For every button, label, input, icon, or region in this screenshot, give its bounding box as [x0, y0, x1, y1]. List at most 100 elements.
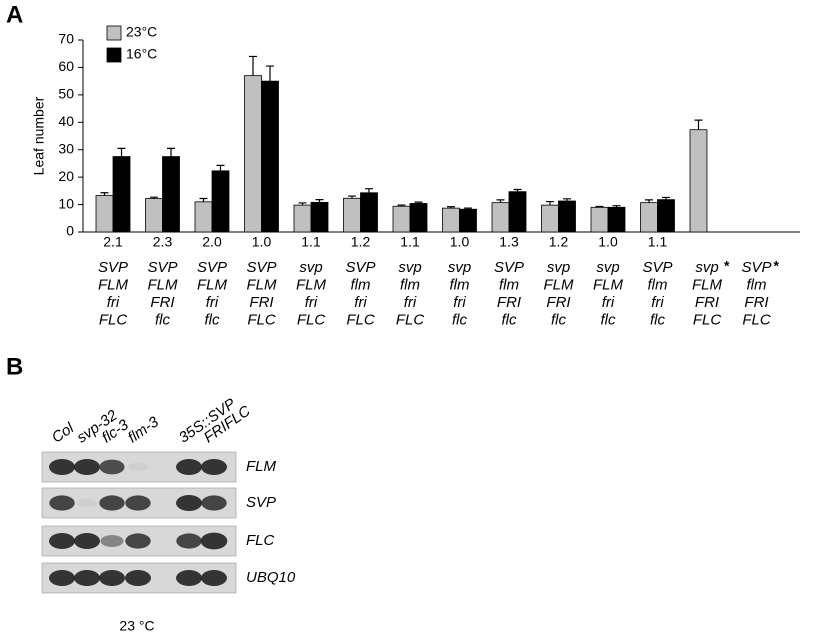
legend-swatch: [106, 47, 122, 63]
genotype-label: FLC: [99, 311, 128, 328]
band: [125, 533, 151, 549]
error-bar: [348, 195, 356, 199]
band: [127, 462, 149, 472]
genotype-label: FLC: [297, 311, 326, 328]
error-bar: [464, 207, 472, 210]
genotype-label: fri: [453, 294, 466, 311]
legend-label: 23°C: [126, 24, 157, 40]
x-tick-label: 1.1: [648, 234, 668, 250]
genotype-label: flc: [601, 311, 617, 328]
band: [176, 459, 202, 475]
panel-label: A: [6, 1, 23, 28]
genotype-label: flc: [650, 311, 666, 328]
genotype-label: svp: [448, 259, 471, 276]
bar: [261, 80, 279, 233]
genotype-label: FLC: [346, 311, 375, 328]
genotype-label: SVP: [147, 259, 177, 276]
genotype-label: FLC: [396, 311, 425, 328]
genotype-label: FRI: [497, 294, 521, 311]
y-tick-label: 40: [58, 113, 74, 129]
bar: [640, 202, 658, 233]
band: [49, 495, 75, 511]
bar: [558, 200, 576, 233]
error-bar: [100, 192, 109, 196]
genotype-label: SVP: [197, 259, 227, 276]
genotype-label: FRI: [150, 294, 174, 311]
x-tick-label: 1.2: [549, 234, 569, 250]
row-label: FLM: [246, 458, 277, 475]
error-bar: [167, 147, 175, 157]
bar: [310, 201, 329, 233]
legend-swatch: [106, 25, 122, 41]
bar: [607, 206, 626, 233]
x-tick-label: 2.0: [202, 234, 222, 250]
bar: [491, 202, 510, 233]
row-label: SVP: [246, 494, 276, 511]
band: [74, 570, 100, 586]
band: [125, 495, 151, 511]
bar: [360, 192, 378, 233]
bar: [459, 208, 477, 233]
row-label: FLC: [246, 532, 275, 549]
error-bar: [315, 199, 324, 203]
band: [201, 459, 227, 475]
bar: [508, 191, 527, 233]
y-tick-label: 0: [66, 223, 74, 239]
band: [176, 570, 202, 586]
error-bar: [266, 65, 274, 82]
genotype-label: FLC: [247, 311, 276, 328]
asterisk: *: [724, 258, 730, 274]
error-bar: [513, 188, 522, 192]
genotype-label: FLC: [693, 311, 722, 328]
genotype-label: svp: [596, 259, 619, 276]
genotype-label: FLM: [544, 276, 575, 293]
bar: [392, 205, 411, 233]
bar: [112, 156, 131, 233]
x-tick-label: 1.2: [351, 234, 371, 250]
genotype-label: FLC: [742, 311, 771, 328]
error-bar: [365, 188, 373, 193]
genotype-label: SVP: [494, 259, 524, 276]
bar: [244, 75, 262, 233]
bar: [442, 207, 460, 233]
error-bar: [612, 205, 621, 208]
bar: [162, 156, 180, 233]
error-bar: [662, 196, 670, 200]
genotype-label: fri: [602, 294, 615, 311]
genotype-label: SVP: [642, 259, 672, 276]
genotype-label: fri: [651, 294, 664, 311]
error-bar: [645, 199, 653, 203]
band: [201, 570, 227, 586]
genotype-label: SVP: [741, 259, 771, 276]
x-tick-label: 1.1: [301, 234, 321, 250]
band: [99, 459, 125, 475]
bar: [293, 204, 312, 233]
genotype-label: svp: [398, 259, 421, 276]
band: [49, 533, 75, 549]
bar: [590, 206, 609, 233]
band: [200, 532, 228, 550]
error-bar: [496, 199, 505, 203]
x-tick-label: 2.3: [153, 234, 173, 250]
genotype-label: flc: [502, 311, 518, 328]
genotype-label: flm: [351, 276, 371, 293]
error-bar: [414, 201, 423, 204]
y-tick-label: 30: [58, 140, 74, 156]
y-tick-label: 70: [58, 31, 74, 47]
error-bar: [298, 202, 307, 206]
bar: [145, 198, 163, 233]
genotype-label: SVP: [246, 259, 276, 276]
legend-label: 16°C: [126, 46, 157, 62]
y-tick-label: 10: [58, 195, 74, 211]
error-bar: [563, 198, 571, 202]
genotype-label: FRI: [695, 294, 719, 311]
error-bar: [249, 55, 257, 76]
y-tick-label: 50: [58, 86, 74, 102]
bar: [657, 199, 675, 233]
genotype-label: FLM: [197, 276, 228, 293]
band: [74, 533, 100, 549]
y-tick-label: 60: [58, 58, 74, 74]
genotype-label: FLM: [148, 276, 179, 293]
error-bar: [546, 200, 554, 206]
band: [76, 498, 98, 508]
